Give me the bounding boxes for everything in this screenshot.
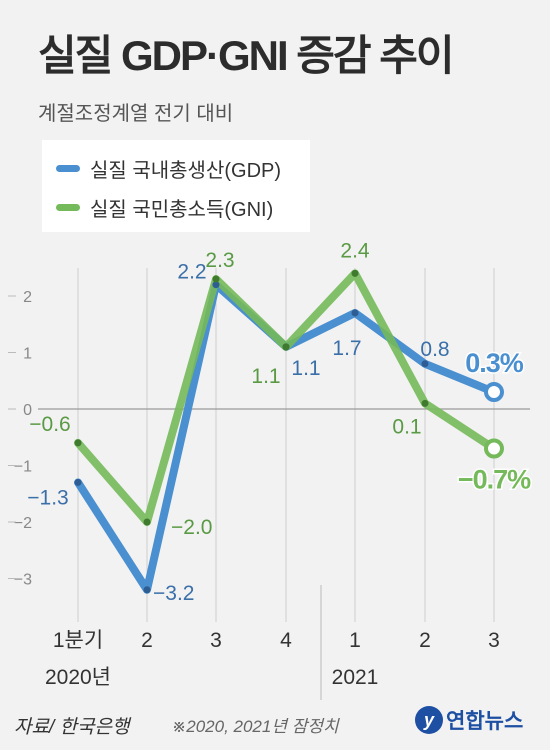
line-chart: 2 1 0 −1 −2 −3 1분기 2 3 4 1 2 3 2020년 2021 −1.3 −3.2 2.2 1.… <box>8 239 534 700</box>
legend-item-gni: 실질 국민총소득(GNI) <box>56 193 273 222</box>
legend-label-gdp: 실질 국내총생산(GDP) <box>90 160 282 182</box>
gdp-data-label: 1.1 <box>291 357 320 380</box>
gdp-data-label: 0.3% <box>465 348 524 378</box>
y-tick-label: 1 <box>23 346 32 363</box>
gni-data-label: 0.1 <box>392 415 421 438</box>
agency-name: 연합뉴스 <box>446 710 524 733</box>
gdp-data-label: −1.3 <box>27 486 68 509</box>
agency-credit: y 연합뉴스 <box>415 705 523 735</box>
gni-data-point <box>421 399 429 407</box>
gdp-data-point <box>74 478 82 486</box>
gdp-data-point <box>143 586 151 594</box>
gni-data-point <box>74 439 82 447</box>
y-tick-label: 0 <box>23 402 32 419</box>
gni-data-point <box>351 269 359 277</box>
gdp-data-point <box>421 360 429 368</box>
legend-swatch-gni <box>56 204 80 211</box>
x-tick-label: 4 <box>280 629 292 652</box>
gni-data-label: −0.7% <box>458 465 531 495</box>
y-tick-label: −2 <box>14 515 32 532</box>
gdp-data-label: 0.8 <box>420 338 449 361</box>
gdp-data-label: 2.2 <box>177 261 206 284</box>
x-tick-label: 2 <box>141 629 153 652</box>
legend-label-gni: 실질 국민총소득(GNI) <box>90 199 274 221</box>
x-tick-label: 3 <box>210 629 222 652</box>
source-note: 자료/ 한국은행 <box>14 717 130 738</box>
agency-logo-icon: y <box>415 706 443 734</box>
provisional-note: ※2020, 2021년 잠정치 <box>172 717 339 736</box>
x-tick-label: 2 <box>419 629 431 652</box>
gdp-data-point <box>351 309 359 317</box>
x-tick-label: 1분기 <box>53 629 103 652</box>
gni-data-point <box>282 343 290 351</box>
gdp-data-label: 1.7 <box>332 337 361 360</box>
chart-title: 실질 GDP·GNI 증감 추이 <box>38 32 455 79</box>
y-tick-label: 2 <box>23 289 32 306</box>
gdp-end-point <box>484 382 504 403</box>
x-tick-label: 1 <box>349 629 361 652</box>
chart-legend: 실질 국내총생산(GDP) 실질 국민총소득(GNI) <box>42 140 310 232</box>
gni-end-point <box>484 438 504 459</box>
gni-data-label: 2.4 <box>340 239 370 262</box>
gni-data-label: −0.6 <box>29 413 70 436</box>
gdp-data-point <box>212 281 220 289</box>
chart-subtitle: 계절조정계열 전기 대비 <box>38 103 234 125</box>
gni-data-label: −2.0 <box>171 516 212 539</box>
y-tick-label: −1 <box>14 459 32 476</box>
x-tick-label: 3 <box>488 629 500 652</box>
y-tick-label: −3 <box>14 572 32 589</box>
gni-data-label: 2.3 <box>205 249 234 272</box>
year-label-2020: 2020년 <box>45 666 111 689</box>
legend-swatch-gdp <box>56 165 80 172</box>
gni-data-point <box>212 275 220 283</box>
gdp-data-label: −3.2 <box>153 582 194 605</box>
legend-item-gdp: 실질 국내총생산(GDP) <box>56 154 281 183</box>
year-label-2021: 2021 <box>332 666 379 689</box>
gni-data-label: 1.1 <box>251 365 280 388</box>
gni-data-point <box>143 518 151 526</box>
